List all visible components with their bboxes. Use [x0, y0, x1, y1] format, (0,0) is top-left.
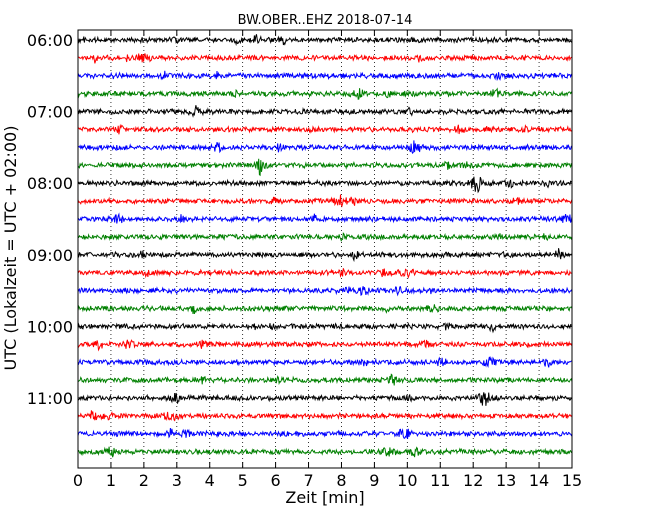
x-tick-label: 5	[238, 471, 248, 490]
seismogram-trace	[77, 286, 573, 297]
chart-title: BW.OBER..EHZ 2018-07-14	[238, 13, 413, 28]
seismogram-trace	[77, 53, 573, 64]
y-tick-label: 06:00	[27, 31, 73, 50]
plot-frame	[77, 29, 573, 469]
x-tick-label: 9	[369, 471, 379, 490]
x-tick-label: 2	[139, 471, 149, 490]
seismogram-trace	[77, 410, 573, 422]
y-tick-label: 10:00	[27, 317, 73, 336]
x-tick-label: 6	[271, 471, 281, 490]
x-tick-label: 12	[463, 471, 483, 490]
seismogram-trace	[77, 446, 573, 458]
y-tick-label: 08:00	[27, 174, 73, 193]
seismogram-trace	[77, 373, 573, 386]
seismogram-trace	[78, 123, 573, 135]
x-tick-label: 10	[397, 471, 417, 490]
x-tick-label: 4	[205, 471, 215, 490]
seismogram-trace	[77, 194, 573, 208]
seismogram-trace	[77, 392, 573, 406]
axis-ticks: 0 1 2 3 4 5 6 7 8 9 10 11 12 13 14 1506:0007:0008:0009:…	[27, 30, 582, 490]
x-tick-label: 15	[562, 471, 582, 490]
y-axis-label: UTC (Lokalzeit = UTC + 02:00)	[1, 126, 20, 371]
seismogram-trace	[77, 232, 573, 242]
seismogram-trace	[77, 87, 573, 100]
x-axis-label: Zeit [min]	[285, 488, 364, 507]
x-tick-label: 11	[430, 471, 450, 490]
x-tick-label: 8	[336, 471, 346, 490]
seismogram-trace	[77, 248, 573, 263]
seismogram-trace	[77, 34, 573, 47]
seismogram-traces	[77, 34, 573, 458]
seismogram-trace	[77, 356, 573, 369]
x-tick-label: 3	[172, 471, 182, 490]
seismogram-trace	[77, 105, 573, 118]
seismogram-trace	[77, 339, 573, 352]
seismogram-trace	[77, 268, 573, 279]
seismogram-trace	[77, 158, 573, 177]
x-tick-label: 7	[303, 471, 313, 490]
seismogram-trace	[77, 428, 573, 439]
seismogram-trace	[77, 70, 573, 82]
seismogram-trace	[77, 212, 573, 224]
y-tick-label: 07:00	[27, 103, 73, 122]
seismogram-trace	[77, 304, 573, 315]
x-tick-label: 13	[496, 471, 516, 490]
x-tick-label: 0	[73, 471, 83, 490]
y-tick-label: 11:00	[27, 389, 73, 408]
seismogram-trace	[77, 140, 573, 154]
x-tick-label: 14	[529, 471, 549, 490]
x-tick-label: 1	[106, 471, 116, 490]
seismogram-trace	[77, 176, 573, 194]
seismogram-trace	[77, 322, 573, 334]
y-tick-label: 09:00	[27, 246, 73, 265]
